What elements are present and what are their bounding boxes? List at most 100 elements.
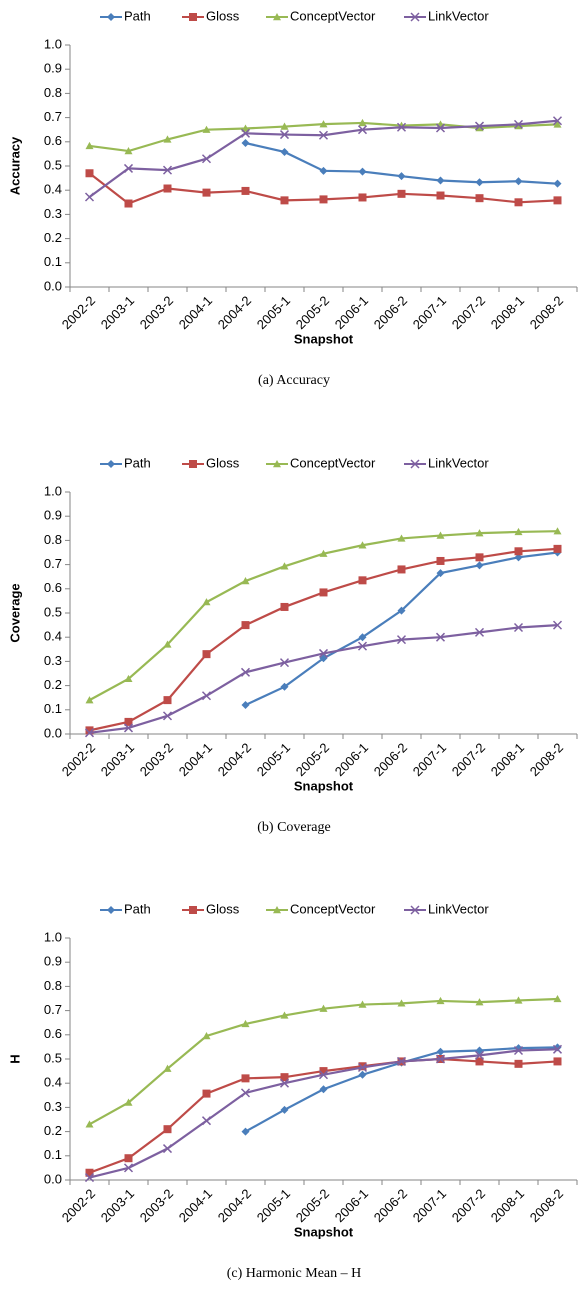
x-tick-label: 2005-2 xyxy=(293,1186,332,1225)
marker xyxy=(123,163,134,173)
marker xyxy=(241,621,250,630)
x-tick-label: 2005-1 xyxy=(254,740,293,779)
marker xyxy=(123,1163,134,1173)
marker xyxy=(163,696,172,705)
x-tick-label: 2008-2 xyxy=(527,740,566,779)
marker xyxy=(202,1089,211,1098)
marker xyxy=(475,178,484,187)
marker xyxy=(435,632,446,642)
marker xyxy=(124,1154,133,1163)
marker xyxy=(241,700,250,709)
x-tick-label: 2006-1 xyxy=(332,740,371,779)
marker xyxy=(202,188,211,197)
x-tick-label: 2008-2 xyxy=(527,293,566,332)
marker xyxy=(475,194,484,203)
marker xyxy=(553,120,562,128)
marker xyxy=(189,460,197,468)
marker xyxy=(319,195,328,204)
marker xyxy=(163,135,172,143)
caption: (c) Harmonic Mean – H xyxy=(227,1266,362,1281)
marker xyxy=(201,691,212,701)
marker xyxy=(397,999,406,1007)
x-tick-label: 2005-1 xyxy=(254,1186,293,1225)
marker xyxy=(358,576,367,585)
x-tick-label: 2008-1 xyxy=(488,293,527,332)
x-tick-label: 2004-2 xyxy=(215,740,254,779)
y-axis-title: Accuracy xyxy=(7,136,22,195)
series-line xyxy=(88,119,558,198)
marker xyxy=(475,529,484,537)
marker xyxy=(124,146,133,155)
legend-label: ConceptVector xyxy=(290,901,376,916)
series xyxy=(84,116,563,202)
legend-label: LinkVector xyxy=(428,901,489,916)
marker xyxy=(318,648,329,658)
marker xyxy=(410,459,420,469)
x-tick-label: 2007-1 xyxy=(410,293,449,332)
y-axis-title: Coverage xyxy=(7,583,22,642)
marker xyxy=(436,191,445,200)
x-tick-label: 2005-1 xyxy=(254,293,293,332)
marker xyxy=(84,1173,95,1183)
x-axis-title: Snapshot xyxy=(294,331,354,346)
y-tick-label: 0.7 xyxy=(44,109,62,124)
x-tick-label: 2006-2 xyxy=(371,740,410,779)
marker xyxy=(358,541,367,549)
caption: (b) Coverage xyxy=(257,820,330,835)
y-tick-label: 0.7 xyxy=(44,556,62,571)
marker xyxy=(85,169,94,178)
marker xyxy=(107,13,115,21)
marker xyxy=(436,176,445,185)
marker xyxy=(319,1004,328,1012)
x-axis-title: Snapshot xyxy=(294,778,354,793)
y-tick-label: 0.5 xyxy=(44,1050,62,1065)
marker xyxy=(202,1032,211,1040)
marker xyxy=(474,121,485,131)
x-tick-label: 2007-2 xyxy=(449,740,488,779)
marker xyxy=(318,1070,329,1080)
legend-label: ConceptVector xyxy=(290,8,376,23)
marker xyxy=(553,196,562,205)
marker xyxy=(319,549,328,557)
marker xyxy=(319,1067,328,1076)
x-tick-label: 2006-1 xyxy=(332,1186,371,1225)
marker xyxy=(124,199,133,208)
series xyxy=(85,544,562,735)
series xyxy=(85,169,562,208)
marker xyxy=(475,553,484,562)
marker xyxy=(189,13,197,21)
x-tick-label: 2004-1 xyxy=(176,740,215,779)
marker xyxy=(513,622,524,633)
marker xyxy=(435,123,446,133)
marker xyxy=(280,1073,289,1082)
marker xyxy=(410,12,420,22)
y-tick-label: 0.8 xyxy=(44,85,62,100)
marker xyxy=(358,167,367,176)
marker xyxy=(85,1120,94,1128)
marker xyxy=(553,1057,562,1066)
y-tick-label: 0.3 xyxy=(44,653,62,668)
marker xyxy=(273,906,281,914)
marker xyxy=(124,1098,133,1106)
marker xyxy=(280,562,289,570)
y-tick-label: 0.5 xyxy=(44,604,62,619)
marker xyxy=(435,1054,446,1064)
x-tick-label: 2003-2 xyxy=(137,740,176,779)
marker xyxy=(107,460,115,468)
marker xyxy=(475,124,484,132)
series xyxy=(84,620,563,738)
marker xyxy=(436,556,445,565)
marker xyxy=(514,547,523,556)
marker xyxy=(85,1168,94,1177)
marker xyxy=(279,658,290,668)
x-tick-label: 2006-2 xyxy=(371,1186,410,1225)
marker xyxy=(513,1045,524,1056)
y-tick-label: 0.0 xyxy=(44,278,62,293)
marker xyxy=(280,147,289,156)
x-tick-label: 2002-2 xyxy=(59,1186,98,1225)
series-line xyxy=(89,624,558,734)
marker xyxy=(202,650,211,659)
marker xyxy=(163,184,172,193)
marker xyxy=(474,627,485,637)
x-tick-label: 2004-1 xyxy=(176,293,215,332)
